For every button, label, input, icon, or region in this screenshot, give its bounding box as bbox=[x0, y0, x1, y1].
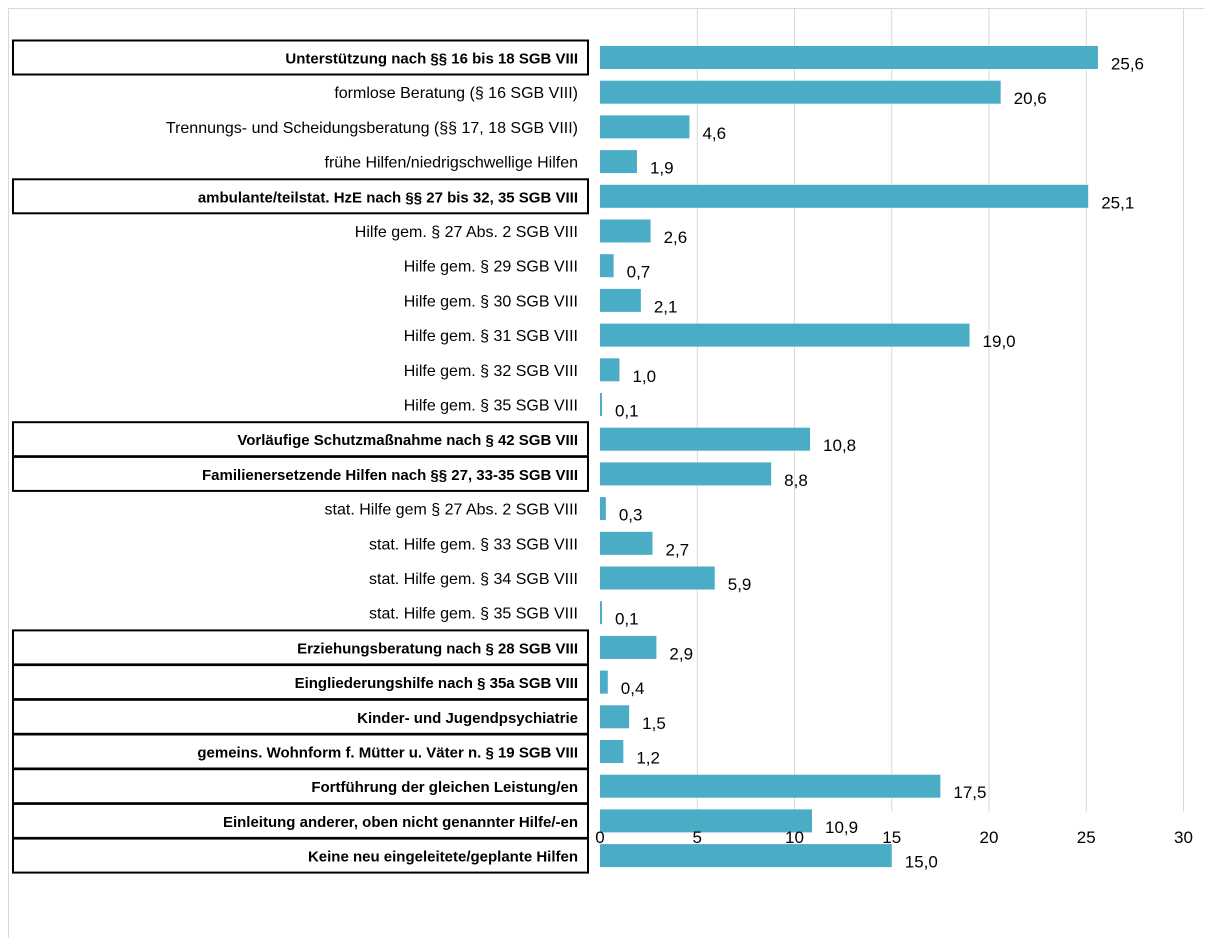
value-label: 2,7 bbox=[666, 540, 690, 559]
category-label: Familienersetzende Hilfen nach §§ 27, 33… bbox=[202, 467, 578, 484]
bar bbox=[600, 254, 614, 278]
category-label: Einleitung anderer, oben nicht genannter… bbox=[223, 814, 578, 831]
value-label: 2,1 bbox=[654, 297, 678, 316]
x-tick-label: 10 bbox=[785, 828, 804, 847]
x-tick-label: 25 bbox=[1077, 828, 1096, 847]
value-label: 15,0 bbox=[905, 853, 938, 872]
bar bbox=[600, 46, 1098, 69]
bar bbox=[600, 462, 772, 486]
category-label: stat. Hilfe gem. § 35 SGB VIII bbox=[369, 606, 578, 623]
category-group-box bbox=[12, 39, 589, 76]
x-tick-label: 5 bbox=[693, 828, 702, 847]
category-label: frühe Hilfen/niedrigschwellige Hilfen bbox=[325, 155, 578, 172]
bar bbox=[600, 844, 892, 868]
bar bbox=[600, 774, 941, 798]
bar bbox=[600, 601, 602, 625]
value-label: 0,3 bbox=[619, 506, 643, 525]
bar bbox=[600, 497, 606, 521]
bars bbox=[600, 46, 1098, 868]
gridlines bbox=[696, 8, 1184, 812]
value-label: 25,1 bbox=[1101, 193, 1134, 212]
bar bbox=[600, 670, 608, 694]
value-label: 1,9 bbox=[650, 159, 674, 178]
value-label: 4,6 bbox=[702, 124, 726, 143]
x-tick-label: 30 bbox=[1174, 828, 1193, 847]
bar bbox=[600, 80, 1001, 104]
x-tick-label: 20 bbox=[980, 828, 999, 847]
value-label: 5,9 bbox=[728, 575, 752, 594]
value-label: 0,4 bbox=[621, 679, 645, 698]
category-label: ambulante/teilstat. HzE nach §§ 27 bis 3… bbox=[198, 189, 578, 206]
bar bbox=[600, 635, 657, 659]
bar bbox=[600, 288, 641, 312]
value-label: 1,2 bbox=[636, 749, 660, 768]
bar bbox=[600, 705, 630, 729]
category-label: Eingliederungshilfe nach § 35a SGB VIII bbox=[295, 675, 578, 692]
category-group-box bbox=[12, 178, 589, 215]
category-label: Hilfe gem. § 32 SGB VIII bbox=[404, 363, 578, 380]
value-label: 1,5 bbox=[642, 714, 666, 733]
value-labels: 25,6 20,6 4,6 1,9 25,1 2,6 0,72,1 19,0 1,0 0,1 10,… bbox=[615, 55, 1144, 872]
bar bbox=[600, 323, 970, 347]
category-label: Kinder- und Jugendpsychiatrie bbox=[357, 710, 578, 727]
bar bbox=[600, 809, 813, 833]
x-tick-label: 0 bbox=[595, 828, 604, 847]
category-label: Hilfe gem. § 30 SGB VIII bbox=[404, 293, 578, 310]
category-label: Erziehungsberatung nach § 28 SGB VIII bbox=[297, 640, 578, 657]
bar bbox=[600, 427, 811, 451]
x-axis-tick-labels: 0 5 10 15 20 25 30 bbox=[595, 828, 1193, 847]
bar bbox=[600, 393, 602, 416]
category-label: stat. Hilfe gem § 27 Abs. 2 SGB VIII bbox=[325, 502, 578, 519]
category-label: gemeins. Wohnform f. Mütter u. Väter n. … bbox=[197, 745, 578, 762]
value-label: 25,6 bbox=[1111, 55, 1144, 74]
chart-frame bbox=[8, 8, 1204, 938]
category-labels: Unterstützung nach §§ 16 bis 18 SGB VIII… bbox=[12, 39, 589, 874]
category-label: Keine neu eingeleitete/geplante Hilfen bbox=[308, 849, 578, 866]
value-label: 0,1 bbox=[615, 610, 639, 629]
bar bbox=[600, 150, 637, 174]
category-label: Hilfe gem. § 27 Abs. 2 SGB VIII bbox=[355, 224, 578, 241]
value-label: 0,7 bbox=[627, 263, 651, 282]
category-label: Fortführung der gleichen Leistung/en bbox=[311, 779, 578, 796]
value-label: 19,0 bbox=[983, 332, 1016, 351]
value-label: 10,9 bbox=[825, 818, 858, 837]
category-label: Hilfe gem. § 35 SGB VIII bbox=[404, 398, 578, 415]
category-label: stat. Hilfe gem. § 33 SGB VIII bbox=[369, 536, 578, 553]
bar bbox=[600, 740, 624, 763]
category-group-box bbox=[12, 837, 589, 874]
bar bbox=[600, 358, 620, 382]
category-label: formlose Beratung (§ 16 SGB VIII) bbox=[334, 85, 578, 102]
x-tick-label: 15 bbox=[882, 828, 901, 847]
value-label: 17,5 bbox=[953, 783, 986, 802]
bar bbox=[600, 184, 1089, 208]
value-label: 20,6 bbox=[1014, 89, 1047, 108]
value-label: 0,1 bbox=[615, 402, 639, 421]
bar bbox=[600, 115, 690, 139]
category-label: Trennungs- und Scheidungsberatung (§§ 17… bbox=[166, 120, 578, 137]
value-label: 2,6 bbox=[664, 228, 688, 247]
value-label: 2,9 bbox=[669, 644, 693, 663]
category-label: Vorläufige Schutzmaßnahme nach § 42 SGB … bbox=[237, 432, 578, 449]
value-label: 1,0 bbox=[632, 367, 656, 386]
value-label: 10,8 bbox=[823, 436, 856, 455]
category-label: Unterstützung nach §§ 16 bis 18 SGB VIII bbox=[285, 51, 578, 68]
bar bbox=[600, 219, 651, 243]
category-label: Hilfe gem. § 31 SGB VIII bbox=[404, 328, 578, 345]
category-group-box bbox=[12, 455, 589, 492]
category-label: stat. Hilfe gem. § 34 SGB VIII bbox=[369, 571, 578, 588]
value-label: 8,8 bbox=[784, 471, 808, 490]
bar bbox=[600, 566, 715, 590]
category-label: Hilfe gem. § 29 SGB VIII bbox=[404, 259, 578, 276]
bar bbox=[600, 531, 653, 555]
